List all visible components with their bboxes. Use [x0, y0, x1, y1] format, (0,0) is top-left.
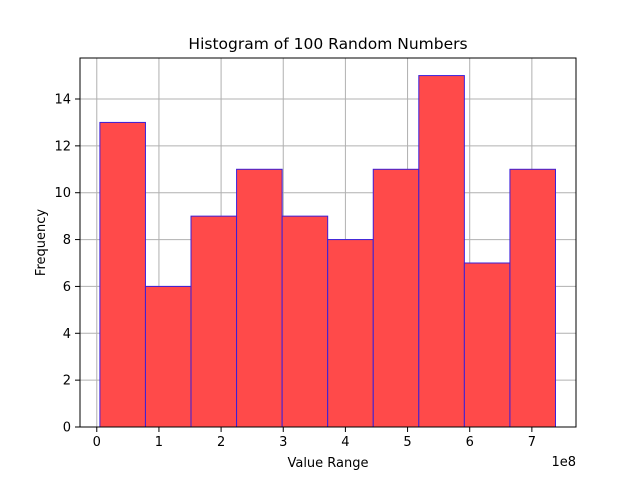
histogram-bar: [327, 239, 374, 428]
histogram-bar: [418, 75, 465, 428]
x-tick-label: 2: [217, 435, 225, 450]
chart-title: Histogram of 100 Random Numbers: [188, 35, 467, 53]
histogram-bar: [281, 215, 329, 428]
x-axis-label: Value Range: [287, 456, 368, 471]
x-tick-label: 4: [341, 435, 349, 450]
x-tick-label: 3: [279, 435, 287, 450]
x-axis-offset-label: 1e8: [551, 455, 576, 470]
x-tick-label: 1: [155, 435, 163, 450]
y-tick-label: 10: [54, 186, 71, 201]
histogram-bar: [372, 168, 420, 428]
histogram-bar: [463, 262, 511, 428]
x-tick-label: 7: [528, 435, 536, 450]
y-tick-label: 8: [63, 233, 71, 248]
x-tick-label: 0: [93, 435, 101, 450]
y-axis-label: Frequency: [34, 209, 49, 276]
y-tick-label: 14: [54, 93, 71, 108]
histogram-bar: [190, 215, 238, 428]
x-tick-label: 6: [466, 435, 474, 450]
y-tick-label: 12: [54, 139, 71, 154]
histogram-bar: [144, 285, 192, 428]
y-tick-label: 2: [63, 374, 71, 389]
y-tick-label: 4: [63, 327, 71, 342]
y-tick-label: 6: [63, 280, 71, 295]
bars: [99, 75, 556, 428]
y-tick-label: 0: [63, 421, 71, 436]
histogram-bar: [236, 168, 283, 428]
plot-frame: [79, 57, 577, 428]
histogram-bar: [509, 168, 556, 428]
histogram-bar: [99, 121, 146, 428]
x-tick-label: 5: [403, 435, 411, 450]
